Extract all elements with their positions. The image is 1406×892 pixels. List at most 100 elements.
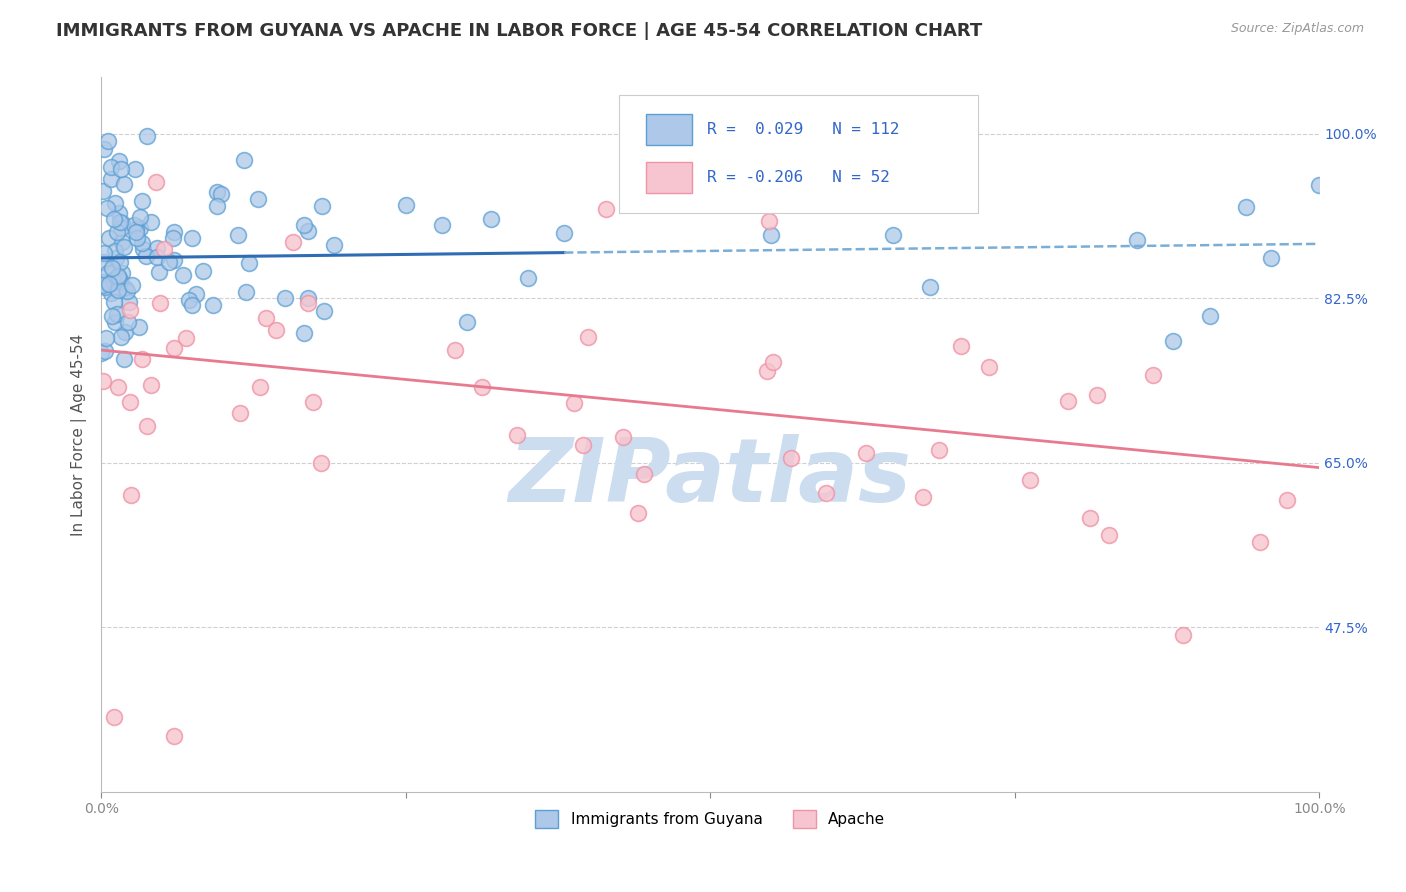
Point	[979, 360, 1001, 375]
Point	[292, 326, 315, 340]
Point	[114, 281, 136, 295]
Point	[90, 276, 112, 290]
Point	[120, 395, 142, 409]
Legend: Immigrants from Guyana, Apache: Immigrants from Guyana, Apache	[529, 804, 891, 834]
Point	[100, 285, 122, 300]
Point	[1275, 492, 1298, 507]
Text: R =  0.029   N = 112: R = 0.029 N = 112	[707, 122, 898, 137]
Point	[91, 255, 114, 269]
Point	[94, 331, 117, 345]
Point	[595, 202, 617, 217]
Point	[136, 128, 159, 143]
Point	[112, 351, 135, 366]
Point	[93, 142, 115, 156]
Point	[127, 231, 149, 245]
Point	[104, 244, 127, 258]
Point	[128, 319, 150, 334]
Point	[322, 238, 344, 252]
Point	[100, 161, 122, 175]
Point	[131, 194, 153, 208]
Point	[205, 199, 228, 213]
Point	[139, 215, 162, 229]
Point	[1234, 200, 1257, 214]
Point	[163, 341, 186, 355]
Point	[131, 235, 153, 250]
Point	[163, 225, 186, 239]
Point	[505, 428, 527, 442]
Point	[111, 235, 134, 250]
Point	[780, 450, 803, 465]
Point	[148, 265, 170, 279]
Point	[553, 226, 575, 240]
Point	[111, 216, 134, 230]
Point	[1057, 393, 1080, 408]
Point	[105, 226, 128, 240]
Point	[125, 222, 148, 236]
Point	[456, 315, 478, 329]
Point	[112, 240, 135, 254]
Point	[91, 278, 114, 293]
Point	[207, 185, 229, 199]
Point	[104, 315, 127, 329]
Point	[121, 277, 143, 292]
Point	[96, 201, 118, 215]
Point	[297, 224, 319, 238]
Point	[761, 227, 783, 242]
Point	[297, 291, 319, 305]
Point	[564, 396, 586, 410]
Point	[297, 296, 319, 310]
Point	[1161, 334, 1184, 349]
Point	[184, 286, 207, 301]
Point	[108, 215, 131, 229]
Point	[633, 467, 655, 481]
Text: R = -0.206   N = 52: R = -0.206 N = 52	[707, 170, 890, 185]
Point	[928, 443, 950, 458]
Point	[314, 303, 336, 318]
Point	[1125, 233, 1147, 247]
Point	[311, 199, 333, 213]
Point	[1019, 473, 1042, 487]
Point	[112, 177, 135, 191]
Point	[149, 295, 172, 310]
Point	[93, 184, 115, 198]
Point	[125, 225, 148, 239]
Point	[1085, 387, 1108, 401]
Point	[1260, 251, 1282, 265]
Point	[103, 294, 125, 309]
Point	[172, 268, 194, 282]
Point	[98, 230, 121, 244]
Point	[146, 250, 169, 264]
Point	[90, 345, 112, 359]
Point	[1308, 178, 1330, 192]
Point	[111, 266, 134, 280]
Point	[292, 219, 315, 233]
Point	[193, 264, 215, 278]
Point	[181, 298, 204, 312]
Point	[124, 161, 146, 176]
Text: ZIPatlas: ZIPatlas	[509, 434, 912, 521]
Point	[1171, 628, 1194, 642]
Point	[104, 196, 127, 211]
Point	[107, 154, 129, 169]
Point	[152, 242, 174, 256]
Point	[163, 252, 186, 267]
Point	[145, 241, 167, 255]
Point	[246, 192, 269, 206]
Point	[814, 485, 837, 500]
Point	[101, 260, 124, 275]
Point	[479, 212, 502, 227]
Point	[98, 277, 121, 292]
Point	[912, 490, 935, 504]
Point	[249, 380, 271, 394]
Point	[578, 330, 600, 344]
Point	[115, 284, 138, 298]
Point	[139, 377, 162, 392]
Point	[516, 270, 538, 285]
Point	[228, 406, 250, 420]
Point	[762, 355, 785, 369]
Point	[97, 134, 120, 148]
Point	[209, 187, 232, 202]
Point	[103, 211, 125, 226]
Point	[232, 153, 254, 168]
Bar	[645, 161, 692, 194]
